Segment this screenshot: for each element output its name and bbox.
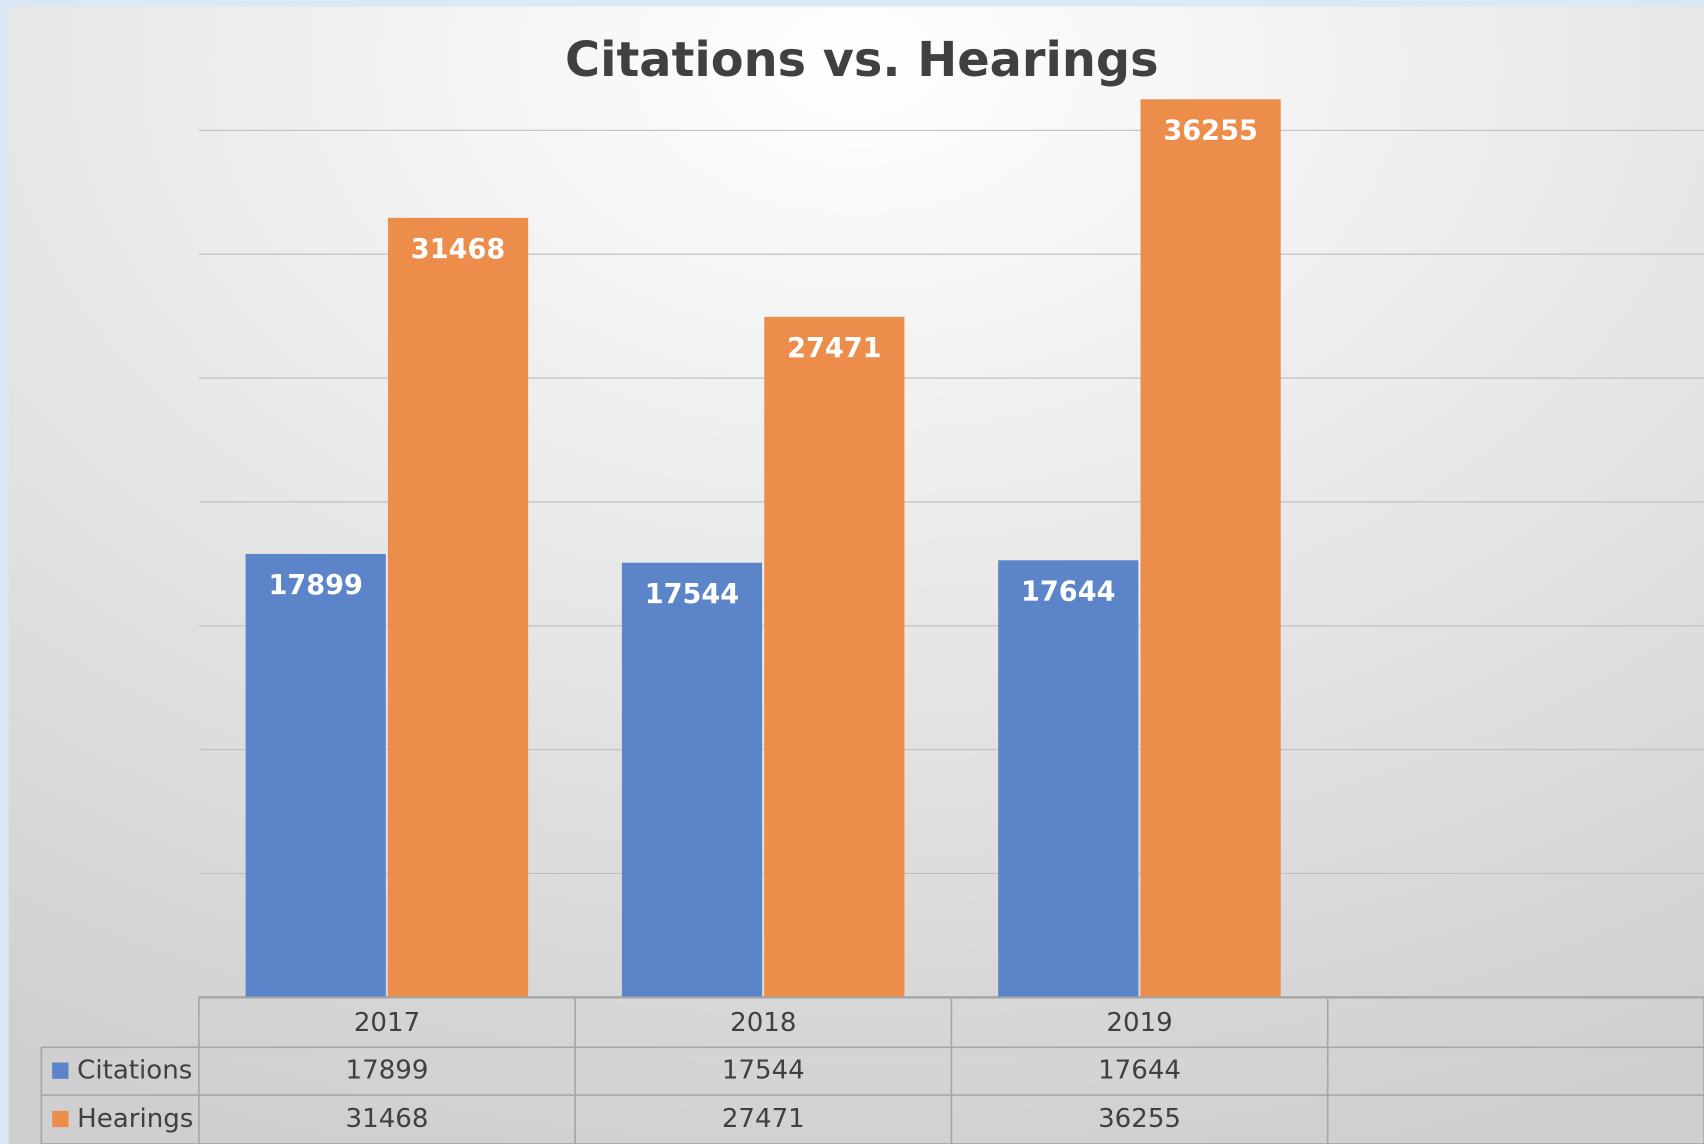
table-value: 27471 bbox=[722, 1104, 805, 1134]
table-value: 31468 bbox=[346, 1104, 429, 1134]
x-tick-label: 2018 bbox=[730, 1008, 796, 1038]
legend-swatch bbox=[52, 1110, 69, 1128]
x-tick-label: 2017 bbox=[354, 1008, 420, 1038]
bar bbox=[621, 562, 763, 998]
value-label: 17544 bbox=[645, 579, 739, 610]
legend-swatch bbox=[52, 1062, 69, 1079]
table-value: 36255 bbox=[1098, 1104, 1181, 1134]
value-label: 17899 bbox=[268, 570, 362, 601]
table-value: 17544 bbox=[722, 1056, 805, 1086]
table-value: 17644 bbox=[1098, 1056, 1181, 1086]
bar bbox=[1140, 99, 1281, 998]
bar bbox=[998, 560, 1139, 998]
value-label: 36255 bbox=[1163, 115, 1257, 146]
legend-label: Citations bbox=[77, 1056, 192, 1086]
x-tick-label: 2019 bbox=[1106, 1008, 1172, 1038]
bar bbox=[245, 553, 386, 998]
value-label: 27471 bbox=[787, 333, 881, 364]
table-value: 17899 bbox=[346, 1056, 429, 1086]
chart-title: Citations vs. Hearings bbox=[565, 33, 1159, 88]
value-label: 31468 bbox=[411, 234, 505, 265]
bar bbox=[387, 217, 529, 998]
legend-label: Hearings bbox=[77, 1104, 193, 1134]
value-label: 17644 bbox=[1021, 576, 1115, 607]
bar bbox=[764, 316, 905, 998]
